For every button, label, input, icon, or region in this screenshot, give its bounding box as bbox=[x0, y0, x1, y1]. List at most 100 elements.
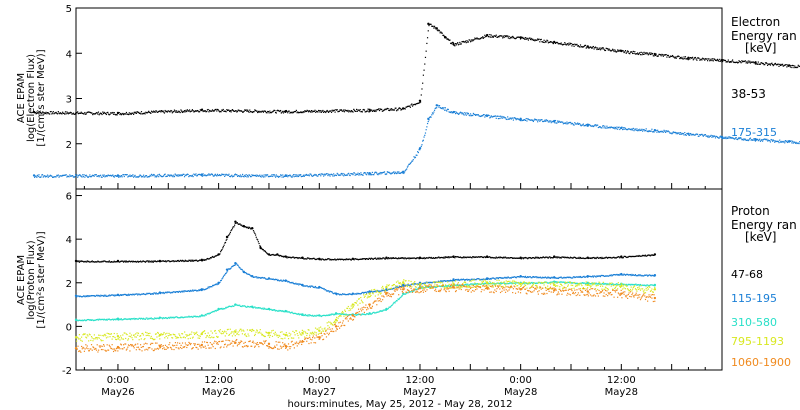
electron-series-1-dot bbox=[462, 113, 465, 115]
electron-series-0-dot bbox=[346, 110, 348, 112]
proton-series-1-dot bbox=[347, 293, 349, 295]
proton-series-0-dot bbox=[490, 257, 492, 259]
proton-series-1-dot bbox=[122, 294, 125, 296]
proton-series-1-dot bbox=[648, 274, 650, 276]
proton-series-1-dot bbox=[239, 267, 241, 269]
electron-series-1-dot bbox=[321, 173, 323, 175]
proton-series-0-dot bbox=[376, 258, 378, 260]
proton-series-0-dot bbox=[419, 257, 421, 260]
proton-series-0-dot bbox=[116, 261, 118, 263]
proton-series-1-dot bbox=[123, 293, 125, 296]
electron-series-1-dot bbox=[307, 174, 309, 176]
electron-series-1-dot bbox=[407, 165, 409, 167]
electron-series-1-dot bbox=[564, 122, 566, 124]
proton-series-0-dot bbox=[637, 255, 639, 257]
electron-series-1-dot bbox=[681, 132, 683, 134]
electron-series-0-dot bbox=[96, 112, 98, 114]
electron-series-1-dot bbox=[335, 174, 338, 177]
proton-series-2-dot bbox=[475, 283, 477, 285]
proton-series-0-dot bbox=[527, 258, 529, 260]
electron-series-0-dot bbox=[115, 114, 117, 116]
electron-series-1-dot bbox=[298, 174, 300, 176]
proton-series-2-dot bbox=[322, 314, 325, 317]
proton-series-2-dot bbox=[377, 311, 379, 313]
proton-series-1-dot bbox=[288, 281, 290, 283]
electron-series-0-dot bbox=[271, 111, 273, 113]
proton-series-0-dot bbox=[544, 257, 546, 259]
proton-series-0-dot bbox=[91, 260, 93, 262]
electron-series-0-dot bbox=[609, 49, 611, 51]
proton-series-1-dot bbox=[529, 276, 531, 278]
electron-series-0-dot bbox=[647, 52, 649, 54]
proton-series-2-dot bbox=[117, 318, 119, 321]
proton-series-0-dot bbox=[476, 256, 478, 258]
proton-series-0-dot bbox=[399, 257, 402, 259]
proton-series-0-dot bbox=[384, 258, 387, 260]
proton-series-1-dot bbox=[601, 274, 603, 277]
electron-series-0-dot bbox=[627, 50, 629, 52]
electron-series-0-dot bbox=[307, 110, 309, 112]
proton-series-0-dot bbox=[82, 260, 84, 263]
electron-series-1-dot bbox=[270, 175, 272, 177]
proton-series-0-dot bbox=[644, 255, 646, 257]
electron-series-1-dot bbox=[189, 175, 191, 177]
electron-series-0-dot bbox=[639, 52, 641, 54]
proton-series-2-dot bbox=[358, 313, 360, 315]
electron-series-0-dot bbox=[796, 66, 799, 68]
electron-series-0-dot bbox=[726, 60, 728, 63]
electron-series-0-dot bbox=[54, 112, 56, 114]
proton-series-1-dot bbox=[634, 274, 637, 276]
electron-series-1-dot bbox=[418, 149, 420, 151]
electron-series-0-dot bbox=[546, 39, 548, 41]
proton-series-2-dot bbox=[120, 318, 122, 320]
proton-series-1-dot bbox=[403, 285, 405, 287]
proton-series-0-dot bbox=[352, 258, 355, 260]
electron-series-0-dot bbox=[579, 44, 582, 46]
proton-series-1-dot bbox=[474, 279, 476, 281]
proton-series-2-dot bbox=[147, 318, 149, 320]
electron-series-0-dot bbox=[773, 64, 775, 66]
electron-series-0-dot bbox=[574, 44, 577, 46]
proton-series-0-dot bbox=[532, 256, 534, 259]
electron-series-1-dot bbox=[754, 140, 757, 142]
electron-series-1-dot bbox=[196, 175, 199, 177]
electron-series-1-dot bbox=[59, 175, 62, 177]
electron-series-0-dot bbox=[256, 110, 258, 112]
proton-series-0-dot bbox=[547, 257, 549, 259]
electron-series-0-dot bbox=[356, 110, 358, 112]
electron-series-1-dot bbox=[532, 120, 534, 123]
electron-series-1-dot bbox=[798, 142, 800, 145]
electron-series-1-dot bbox=[641, 128, 643, 130]
electron-series-1-dot bbox=[787, 140, 789, 142]
proton-series-1-dot bbox=[167, 291, 169, 293]
electron-series-0-dot bbox=[752, 61, 754, 63]
electron-series-0-dot bbox=[234, 110, 237, 112]
proton-series-2-dot bbox=[368, 313, 370, 316]
proton-series-0-dot bbox=[426, 257, 428, 259]
electron-series-1-dot bbox=[233, 175, 235, 177]
electron-series-0-dot bbox=[127, 113, 129, 115]
electron-series-1-dot bbox=[651, 128, 653, 130]
proton-series-2-dot bbox=[396, 300, 398, 302]
electron-series-0-dot bbox=[257, 111, 259, 114]
electron-series-0-dot bbox=[483, 36, 485, 39]
proton-series-0-dot bbox=[190, 259, 192, 261]
electron-series-0-dot bbox=[49, 113, 51, 115]
electron-series-0-dot bbox=[572, 43, 574, 46]
proton-series-1-dot bbox=[402, 285, 404, 287]
electron-series-0-dot bbox=[52, 111, 54, 113]
electron-series-1-dot bbox=[647, 130, 649, 133]
electron-series-1-dot bbox=[717, 137, 719, 139]
electron-series-1-dot bbox=[103, 174, 105, 176]
proton-series-0-dot bbox=[390, 258, 392, 260]
electron-series-1-dot bbox=[502, 116, 504, 118]
proton-series-2-dot bbox=[217, 309, 219, 311]
proton-series-2-dot bbox=[247, 305, 250, 308]
proton-series-2-dot bbox=[458, 284, 460, 287]
proton-series-2-dot bbox=[154, 317, 156, 319]
proton-series-0-dot bbox=[80, 260, 82, 263]
electron-series-0-dot bbox=[591, 47, 593, 49]
electron-series-0-dot bbox=[463, 41, 465, 43]
proton-series-0-dot bbox=[511, 257, 513, 259]
proton-series-1-dot bbox=[336, 294, 338, 296]
